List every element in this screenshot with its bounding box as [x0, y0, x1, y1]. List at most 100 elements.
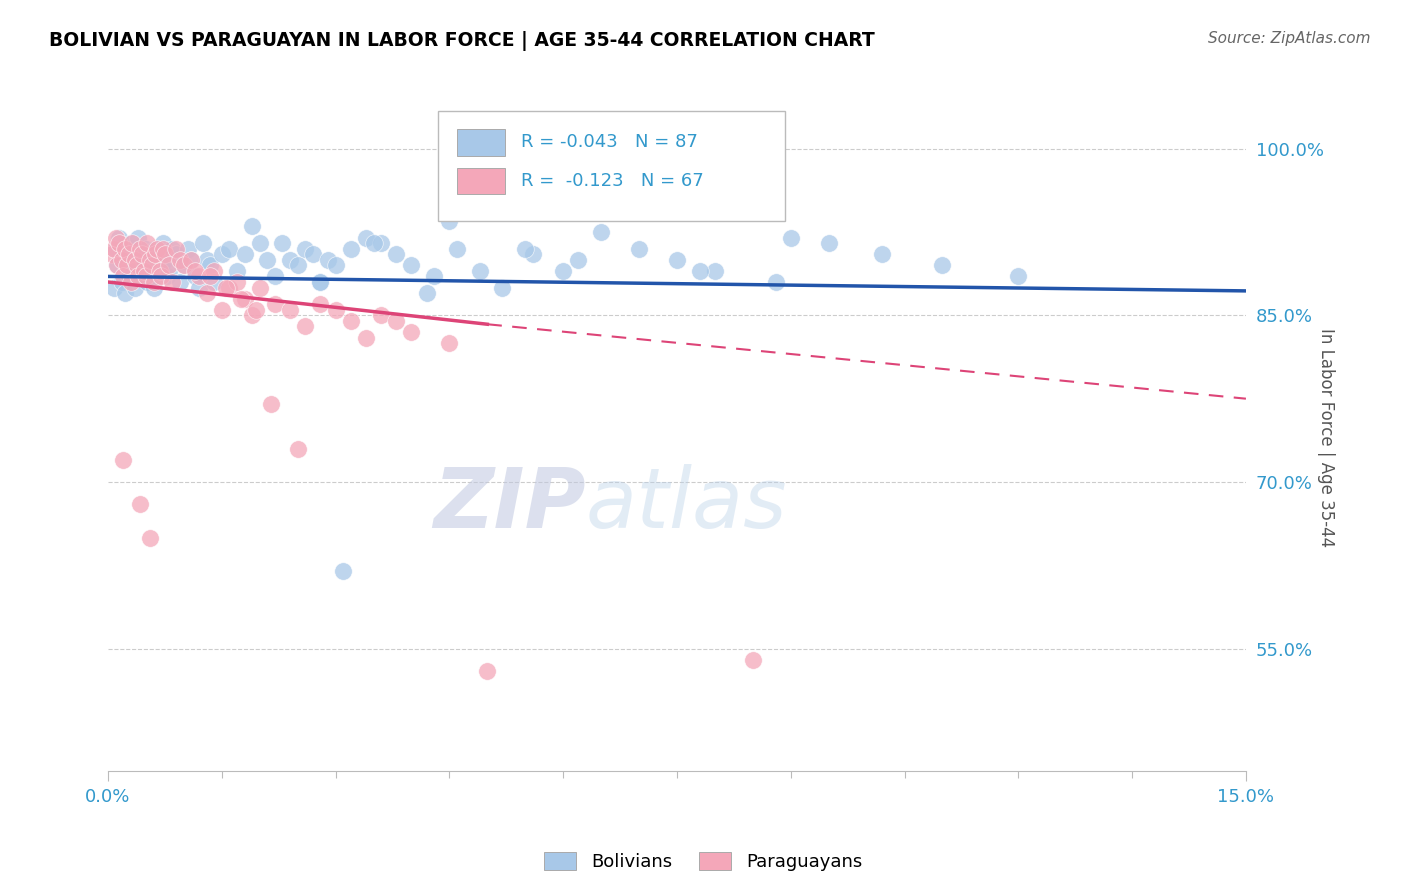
Point — [124, 252, 146, 267]
Point — [332, 564, 354, 578]
Point — [108, 236, 131, 251]
Point — [104, 242, 127, 256]
Point — [309, 275, 332, 289]
Point — [316, 252, 339, 267]
Point — [105, 258, 128, 272]
Point — [446, 242, 468, 256]
Point — [134, 258, 156, 272]
Point — [245, 302, 267, 317]
Point — [214, 280, 236, 294]
Point — [211, 302, 233, 317]
Point — [112, 247, 135, 261]
Point — [363, 236, 385, 251]
FancyBboxPatch shape — [457, 168, 505, 194]
Point — [202, 275, 225, 289]
Point — [294, 242, 316, 256]
Point — [188, 269, 211, 284]
Point — [143, 247, 166, 261]
Point — [125, 264, 148, 278]
FancyBboxPatch shape — [439, 111, 785, 221]
Point — [233, 247, 256, 261]
Point — [200, 269, 222, 284]
Point — [142, 275, 165, 289]
Point — [665, 252, 688, 267]
Text: R = -0.043   N = 87: R = -0.043 N = 87 — [522, 133, 697, 152]
Point — [870, 247, 893, 261]
Point — [741, 653, 763, 667]
Point — [156, 269, 179, 284]
Point — [148, 252, 170, 267]
Point — [491, 280, 513, 294]
Point — [249, 280, 271, 294]
Point — [128, 497, 150, 511]
Point — [114, 242, 136, 256]
Point — [104, 230, 127, 244]
Point — [184, 269, 207, 284]
Point — [101, 247, 124, 261]
Point — [385, 247, 408, 261]
Point — [627, 242, 650, 256]
Point — [124, 280, 146, 294]
Point — [301, 247, 323, 261]
Point — [169, 275, 191, 289]
Point — [118, 247, 141, 261]
Point — [370, 309, 392, 323]
Point — [125, 258, 148, 272]
Point — [118, 269, 141, 284]
Point — [309, 297, 332, 311]
Point — [138, 531, 160, 545]
Point — [165, 247, 187, 261]
Text: ZIP: ZIP — [433, 464, 586, 545]
Point — [148, 264, 170, 278]
Point — [226, 275, 249, 289]
Point — [415, 286, 437, 301]
Point — [188, 280, 211, 294]
Point — [354, 230, 377, 244]
Point — [325, 258, 347, 272]
Point — [240, 219, 263, 234]
Point — [703, 264, 725, 278]
Point — [150, 258, 173, 272]
Point — [553, 264, 575, 278]
Point — [157, 264, 180, 278]
Point — [287, 258, 309, 272]
Point — [152, 242, 174, 256]
Point — [131, 247, 153, 261]
Point — [135, 242, 157, 256]
Point — [111, 252, 134, 267]
Point — [173, 258, 195, 272]
Point — [141, 264, 163, 278]
Point — [103, 242, 125, 256]
Text: BOLIVIAN VS PARAGUAYAN IN LABOR FORCE | AGE 35-44 CORRELATION CHART: BOLIVIAN VS PARAGUAYAN IN LABOR FORCE | … — [49, 31, 875, 51]
Point — [401, 258, 423, 272]
Point — [112, 452, 135, 467]
Point — [218, 280, 240, 294]
Point — [309, 275, 332, 289]
Point — [287, 442, 309, 456]
Point — [271, 236, 294, 251]
Point — [233, 292, 256, 306]
Point — [278, 302, 301, 317]
Point — [150, 269, 173, 284]
Point — [128, 269, 150, 284]
Point — [439, 336, 461, 351]
Point — [184, 264, 207, 278]
Text: R =  -0.123   N = 67: R = -0.123 N = 67 — [522, 172, 704, 190]
Point — [135, 269, 157, 284]
Point — [325, 302, 347, 317]
Point — [131, 252, 153, 267]
Point — [142, 280, 165, 294]
Point — [128, 242, 150, 256]
Point — [114, 286, 136, 301]
Point — [689, 264, 711, 278]
Point — [218, 242, 240, 256]
Point — [136, 236, 159, 251]
Point — [162, 275, 184, 289]
Point — [152, 236, 174, 251]
Point — [127, 269, 149, 284]
Point — [468, 264, 491, 278]
Point — [157, 258, 180, 272]
Point — [1007, 269, 1029, 284]
Point — [264, 297, 287, 311]
Point — [169, 252, 191, 267]
